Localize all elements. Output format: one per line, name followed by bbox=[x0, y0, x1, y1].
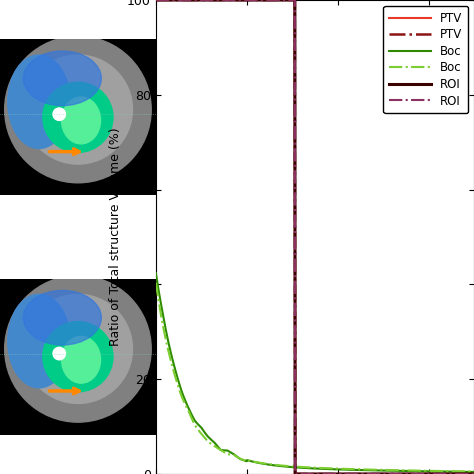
Ellipse shape bbox=[8, 294, 70, 388]
Y-axis label: Ratio of Total structure Volume (%): Ratio of Total structure Volume (%) bbox=[109, 128, 122, 346]
Ellipse shape bbox=[23, 51, 101, 106]
Circle shape bbox=[23, 55, 133, 164]
Circle shape bbox=[5, 36, 151, 183]
Ellipse shape bbox=[8, 55, 70, 148]
Ellipse shape bbox=[43, 321, 113, 392]
Circle shape bbox=[53, 108, 65, 120]
Circle shape bbox=[23, 294, 133, 403]
Ellipse shape bbox=[62, 337, 100, 383]
Ellipse shape bbox=[43, 82, 113, 153]
Circle shape bbox=[5, 275, 151, 422]
Ellipse shape bbox=[23, 291, 101, 345]
Legend: PTV, PTV, Boc, Boc, ROI, ROI: PTV, PTV, Boc, Boc, ROI, ROI bbox=[383, 6, 468, 113]
Ellipse shape bbox=[62, 97, 100, 144]
Circle shape bbox=[53, 347, 65, 360]
